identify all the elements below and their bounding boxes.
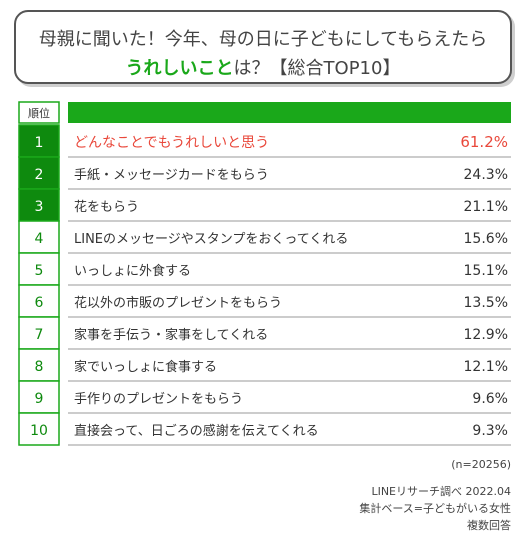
item-label: 花をもらう [74,199,139,215]
rank-number: 9 [35,391,44,407]
item-value: 12.1% [464,359,508,375]
rank-number: 5 [35,263,44,279]
title-box: 母親に聞いた！今年、母の日に子どもにしてもらえたら うれしいことは？【総合TOP… [14,10,512,84]
rank-number: 7 [35,327,44,343]
item-label: 手作りのプレゼントをもらう [74,392,243,407]
rank-cell [18,252,60,286]
title-rest: は？【総合TOP10】 [233,58,401,79]
title-highlight: うれしいこと [125,58,234,79]
item-label: 家でいっしょに食事する [74,359,217,375]
answer-type-note: 複数回答 [467,519,511,532]
item-value: 12.9% [464,327,508,343]
rank-number: 1 [35,135,44,151]
rank-cell [18,316,60,350]
rank-cell [18,412,60,446]
base-note: 集計ベース=子どもがいる女性 [359,502,511,515]
item-value: 15.1% [464,263,508,279]
rank-number: 8 [35,359,44,375]
item-label: LINEのメッセージやスタンプをおくってくれる [74,232,348,247]
item-value: 21.1% [464,199,508,215]
item-value: 9.6% [472,391,508,407]
rank-header-label: 順位 [28,106,50,120]
sample-size-note: (n=20256) [451,458,511,471]
item-label: 花以外の市販のプレゼントをもらう [74,295,282,311]
item-label: いっしょに外食する [74,263,191,279]
item-label: 家事を手伝う・家事をしてくれる [74,327,268,343]
rank-cell [18,124,60,158]
rank-number: 4 [35,231,44,247]
rank-number: 2 [35,167,44,183]
item-value: 15.6% [464,231,508,247]
item-value: 9.3% [472,423,508,439]
item-label: 直接会って、日ごろの感謝を伝えてくれる [74,423,319,439]
rank-number: 3 [35,199,44,215]
title-line-2: うれしいことは？【総合TOP10】 [16,54,510,80]
header-bar [68,102,511,123]
item-value: 24.3% [464,167,508,183]
title-line-1: 母親に聞いた！今年、母の日に子どもにしてもらえたら [38,29,488,50]
source-note: LINEリサーチ調べ 2022.04 [371,485,511,498]
rank-number: 10 [30,423,48,439]
rank-header-cell [18,101,60,124]
item-value: 13.5% [464,295,508,311]
item-label: 手紙・メッセージカードをもらう [74,168,269,183]
rank-number: 6 [35,295,44,311]
item-value: 61.2% [460,133,508,151]
item-label: どんなことでもうれしいと思う [74,135,269,151]
